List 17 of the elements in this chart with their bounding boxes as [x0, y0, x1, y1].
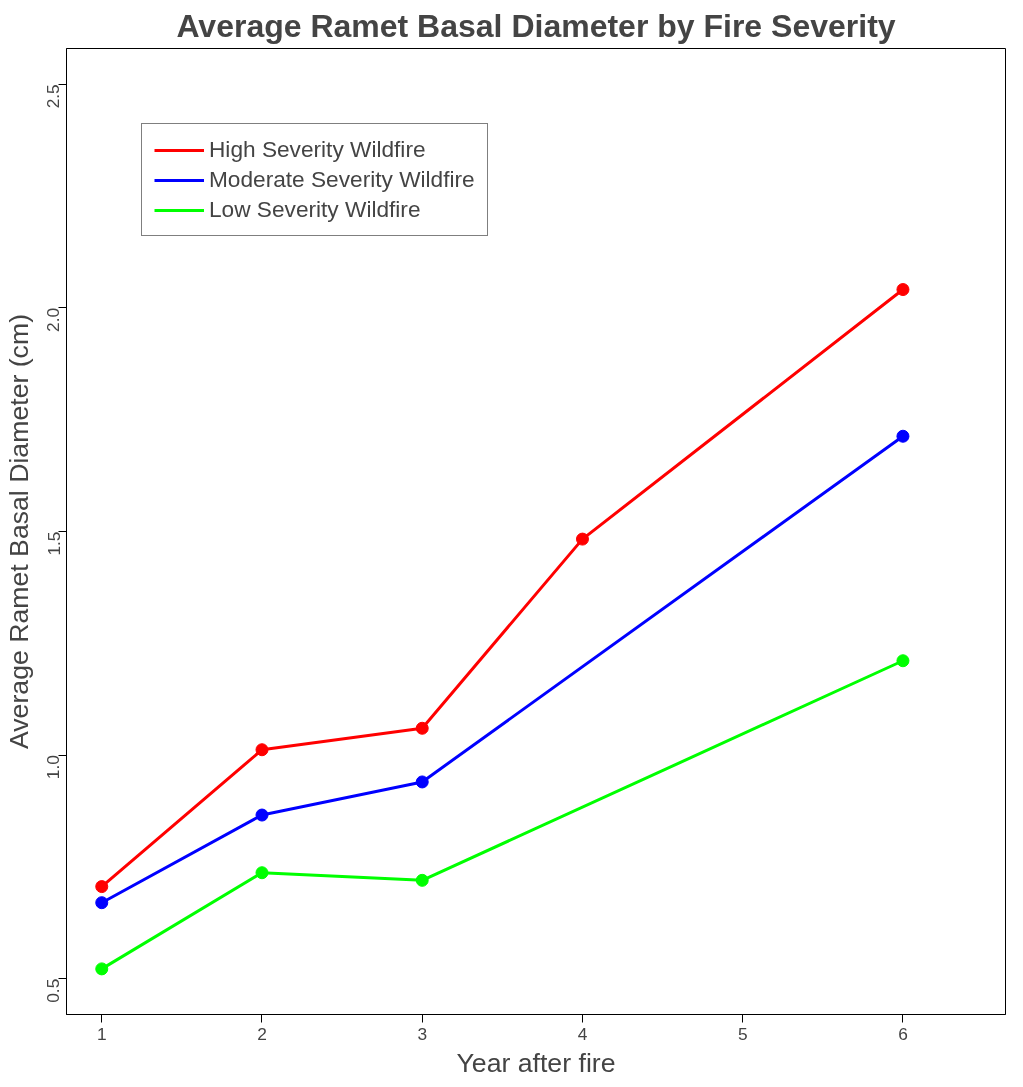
y-tick-label: 2.0	[43, 307, 64, 332]
legend-label: High Severity Wildfire	[209, 136, 426, 163]
y-tick-label: 1.5	[43, 531, 64, 556]
y-tick-label: 1.0	[43, 755, 64, 780]
x-tick-label: 3	[417, 1023, 428, 1044]
x-axis-title: Year after fire	[456, 1047, 616, 1078]
y-tick-label: 2.5	[43, 84, 64, 109]
x-tick-label: 4	[577, 1023, 588, 1044]
legend-label: Low Severity Wildfire	[209, 196, 421, 223]
x-tick-label: 6	[898, 1023, 908, 1044]
x-tick-label: 1	[96, 1023, 107, 1044]
y-tick-label: 0.5	[43, 978, 64, 1003]
x-tick-label: 2	[257, 1023, 267, 1044]
y-axis-title: Average Ramet Basal Diameter (cm)	[3, 313, 34, 750]
legend-label: Moderate Severity Wildfire	[209, 166, 475, 193]
chart-title: Average Ramet Basal Diameter by Fire Severity	[176, 7, 896, 44]
x-tick-label: 5	[737, 1023, 748, 1044]
